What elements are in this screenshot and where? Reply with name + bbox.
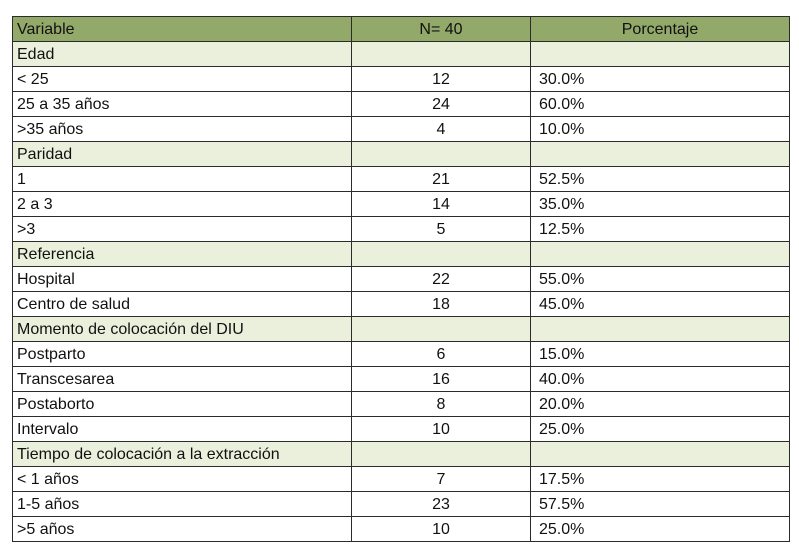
header-pct: Porcentaje — [530, 16, 790, 42]
table-row: >3 5 12.5% — [12, 216, 790, 242]
header-variable: Variable — [12, 16, 352, 42]
row-label: >3 — [12, 216, 352, 242]
row-label: Intervalo — [12, 416, 352, 442]
row-label: < 25 — [12, 66, 352, 92]
group-label: Momento de colocación del DIU — [12, 316, 352, 342]
row-percentage: 52.5% — [530, 166, 790, 192]
row-percentage: 45.0% — [530, 291, 790, 317]
group-empty-cell — [530, 316, 790, 342]
row-label: 2 a 3 — [12, 191, 352, 217]
row-count: 16 — [351, 366, 531, 392]
row-percentage: 10.0% — [530, 116, 790, 142]
group-row: Paridad — [12, 141, 790, 167]
row-percentage: 17.5% — [530, 466, 790, 492]
data-table: Variable N= 40 Porcentaje Edad < 25 12 30.0… — [12, 16, 790, 542]
row-label: 1-5 años — [12, 491, 352, 517]
row-percentage: 60.0% — [530, 91, 790, 117]
header-n: N= 40 — [351, 16, 531, 42]
row-count: 10 — [351, 416, 531, 442]
row-count: 6 — [351, 341, 531, 367]
group-empty-cell — [351, 316, 531, 342]
row-count: 14 — [351, 191, 531, 217]
row-label: < 1 años — [12, 466, 352, 492]
table-container: Variable N= 40 Porcentaje Edad < 25 12 30.0… — [12, 16, 790, 542]
table-row: < 25 12 30.0% — [12, 66, 790, 92]
table-row: >35 años 4 10.0% — [12, 116, 790, 142]
group-empty-cell — [530, 141, 790, 167]
group-empty-cell — [530, 41, 790, 67]
row-percentage: 12.5% — [530, 216, 790, 242]
table-row: < 1 años 7 17.5% — [12, 466, 790, 492]
group-empty-cell — [351, 41, 531, 67]
table-row: Centro de salud 18 45.0% — [12, 291, 790, 317]
table-header: Variable N= 40 Porcentaje — [12, 16, 790, 42]
row-count: 8 — [351, 391, 531, 417]
row-count: 7 — [351, 466, 531, 492]
row-percentage: 25.0% — [530, 416, 790, 442]
row-count: 18 — [351, 291, 531, 317]
table-body: Edad < 25 12 30.0% 25 a 35 años 24 60.0% >35 añ… — [12, 41, 790, 542]
row-percentage: 25.0% — [530, 516, 790, 542]
table-row: Transcesarea 16 40.0% — [12, 366, 790, 392]
row-label: Postparto — [12, 341, 352, 367]
row-count: 5 — [351, 216, 531, 242]
group-label: Edad — [12, 41, 352, 67]
table-row: Hospital 22 55.0% — [12, 266, 790, 292]
row-label: Transcesarea — [12, 366, 352, 392]
row-label: >5 años — [12, 516, 352, 542]
group-empty-cell — [351, 141, 531, 167]
row-percentage: 57.5% — [530, 491, 790, 517]
row-label: Centro de salud — [12, 291, 352, 317]
row-count: 23 — [351, 491, 531, 517]
row-count: 12 — [351, 66, 531, 92]
group-row: Edad — [12, 41, 790, 67]
row-count: 10 — [351, 516, 531, 542]
row-label: >35 años — [12, 116, 352, 142]
table-row: Postparto 6 15.0% — [12, 341, 790, 367]
table-row: 25 a 35 años 24 60.0% — [12, 91, 790, 117]
group-label: Tiempo de colocación a la extracción — [12, 441, 352, 467]
row-percentage: 20.0% — [530, 391, 790, 417]
group-empty-cell — [530, 241, 790, 267]
group-label: Paridad — [12, 141, 352, 167]
row-percentage: 15.0% — [530, 341, 790, 367]
group-empty-cell — [530, 441, 790, 467]
row-label: Hospital — [12, 266, 352, 292]
row-percentage: 55.0% — [530, 266, 790, 292]
group-empty-cell — [351, 241, 531, 267]
group-row: Momento de colocación del DIU — [12, 316, 790, 342]
group-label: Referencia — [12, 241, 352, 267]
group-row: Tiempo de colocación a la extracción — [12, 441, 790, 467]
table-row: >5 años 10 25.0% — [12, 516, 790, 542]
row-label: Postaborto — [12, 391, 352, 417]
table-row: Intervalo 10 25.0% — [12, 416, 790, 442]
row-count: 21 — [351, 166, 531, 192]
row-count: 4 — [351, 116, 531, 142]
table-row: Postaborto 8 20.0% — [12, 391, 790, 417]
row-label: 1 — [12, 166, 352, 192]
row-percentage: 40.0% — [530, 366, 790, 392]
row-count: 24 — [351, 91, 531, 117]
table-row: 1 21 52.5% — [12, 166, 790, 192]
group-empty-cell — [351, 441, 531, 467]
row-percentage: 30.0% — [530, 66, 790, 92]
table-row: 2 a 3 14 35.0% — [12, 191, 790, 217]
table-row: 1-5 años 23 57.5% — [12, 491, 790, 517]
group-row: Referencia — [12, 241, 790, 267]
row-percentage: 35.0% — [530, 191, 790, 217]
header-row: Variable N= 40 Porcentaje — [12, 16, 790, 42]
row-count: 22 — [351, 266, 531, 292]
row-label: 25 a 35 años — [12, 91, 352, 117]
